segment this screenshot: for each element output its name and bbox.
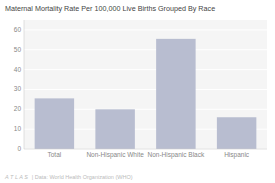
- y-tick-label: 0: [17, 145, 21, 152]
- bar: [35, 98, 74, 149]
- y-tick-label: 10: [14, 125, 22, 132]
- grid-line: [24, 49, 267, 50]
- y-tick-label: 60: [14, 26, 22, 33]
- baseline: [24, 149, 267, 150]
- bar: [95, 109, 134, 149]
- x-tick-label: Total: [48, 151, 62, 158]
- y-tick-label: 50: [14, 46, 22, 53]
- y-tick-label: 20: [14, 105, 22, 112]
- grid-line: [24, 69, 267, 70]
- x-tick-label: Hispanic: [224, 151, 250, 159]
- x-tick-label: Non-Hispanic Black: [148, 151, 205, 159]
- y-tick-label: 40: [14, 66, 22, 73]
- y-tick-label: 30: [14, 85, 22, 92]
- footer-text: A T L A S: [4, 174, 28, 180]
- plot-background: [24, 20, 267, 149]
- grid-line: [24, 89, 267, 90]
- footer-text: | Data: World Health Organization (WHO): [32, 174, 133, 180]
- y-axis-line: [24, 20, 25, 149]
- bars: [35, 39, 257, 149]
- bar: [156, 39, 195, 149]
- x-tick-label: Non-Hispanic White: [86, 151, 144, 159]
- chart: Maternal Mortality Rate Per 100,000 Live…: [0, 0, 275, 183]
- grid-line: [24, 29, 267, 30]
- bar: [217, 117, 256, 149]
- title: Maternal Mortality Rate Per 100,000 Live…: [5, 4, 215, 13]
